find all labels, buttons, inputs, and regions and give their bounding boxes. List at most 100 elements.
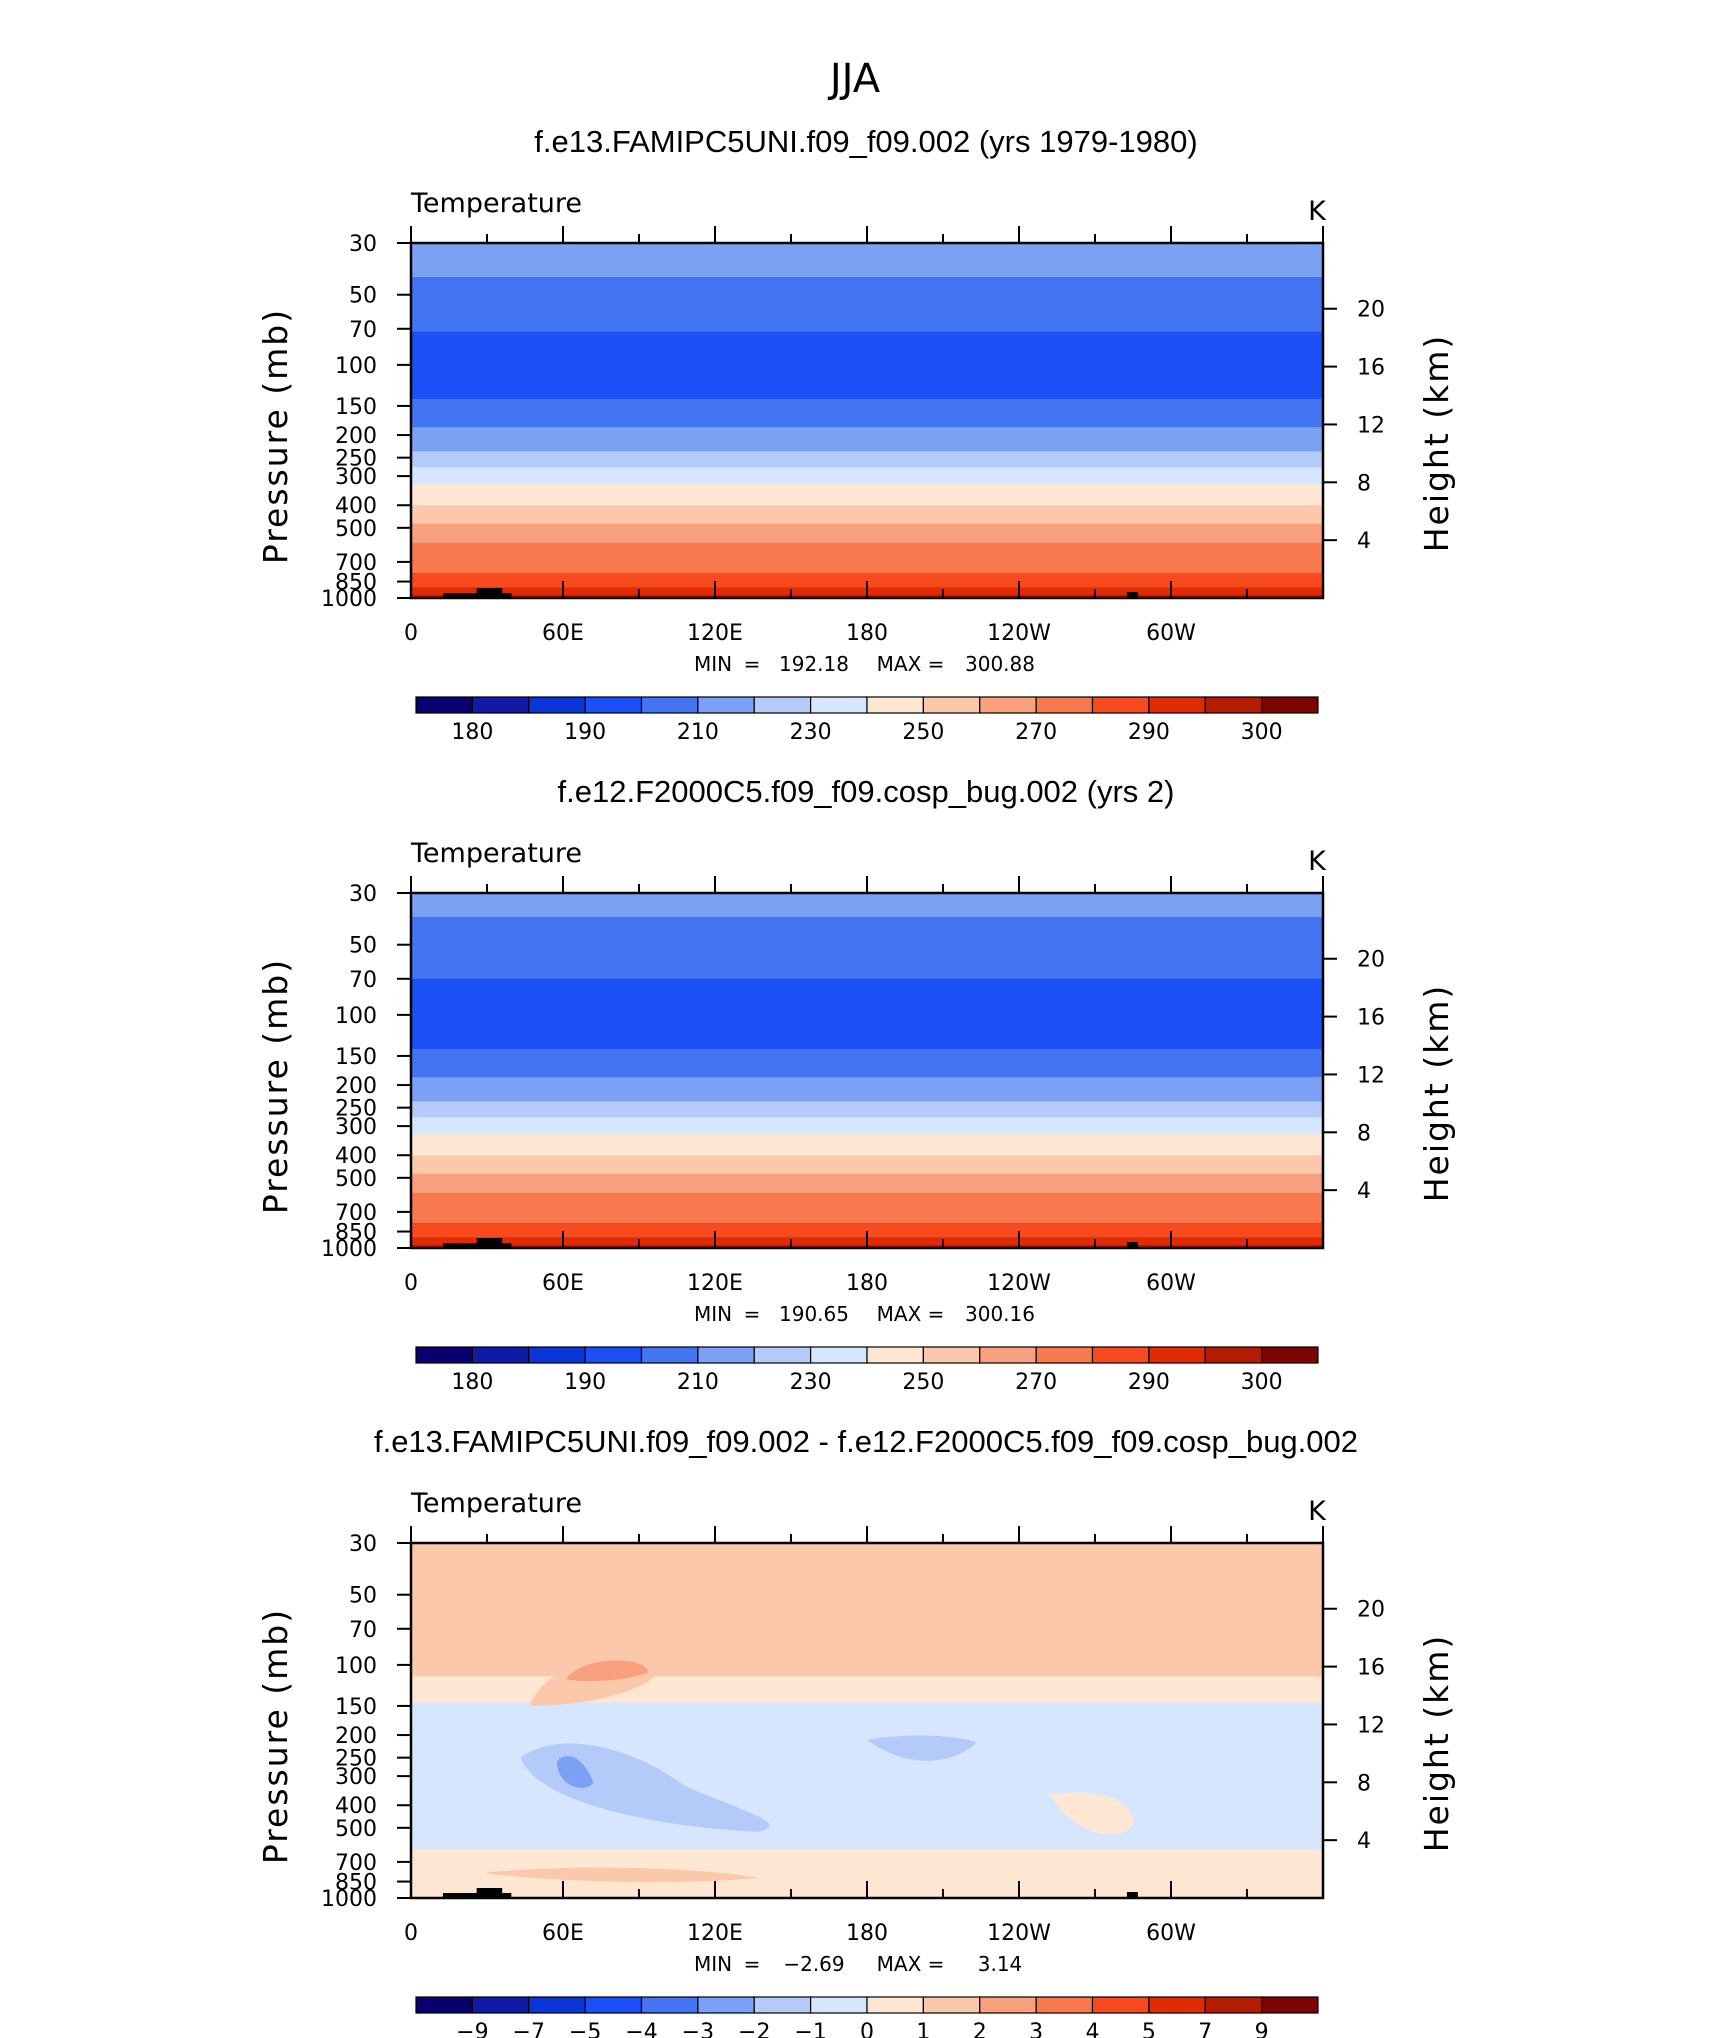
y2-tick-label: 12 [1357,413,1385,438]
colorbar-swatch [1148,1996,1206,2014]
contour-band [411,1155,1323,1175]
contour-band [411,1101,1323,1118]
y-axis-label: Pressure (mb) [256,308,295,564]
y-tick-label: 400 [335,1144,377,1169]
topography-mark [1126,1242,1138,1248]
x-tick-label: 60E [542,1271,584,1296]
y-tick-label: 1000 [321,587,377,612]
colorbar-swatch [866,1346,924,1364]
colorbar-swatch [1261,1996,1319,2014]
contour-band [411,398,1323,428]
colorbar-swatch [528,696,586,714]
stat-equals: = [928,1302,945,1326]
stat-max-label: MAX [877,652,922,676]
topography [442,1238,1138,1248]
colorbar-swatch [866,1996,924,2014]
contour-band [411,978,1323,1050]
colorbar-label: −3 [682,2020,714,2038]
contour-band [411,484,1323,506]
y-axis-label: Pressure (mb) [256,958,295,1214]
y2-tick-label: 4 [1357,1829,1371,1854]
colorbar-swatch [584,696,643,714]
y2-tick-label: 12 [1357,1063,1385,1088]
colorbar-swatch [979,1996,1037,2014]
colorbar-label: −4 [625,2020,657,2038]
units-label: K [1308,196,1327,227]
stats: MIN = −2.69 MAX = 3.14 [694,1952,1022,1976]
colorbar-swatch [1261,696,1319,714]
colorbar-label: 270 [1015,720,1057,745]
y2-tick-label: 8 [1357,1121,1371,1146]
x-tick-label: 120E [687,621,743,646]
colorbar-swatch [1148,696,1206,714]
y-tick-label: 70 [349,1618,377,1643]
colorbar-label: 4 [1086,2020,1100,2038]
contour-band [411,916,1323,980]
colorbar-swatch [1091,696,1150,714]
contour-fill [411,243,1323,598]
colorbar-label: 190 [564,1370,606,1395]
y2-axis: 20 16 12 8 4 Height (km) [1323,298,1456,554]
x-axis: 0 60E 120E 180 120W 60W [404,1526,1324,1946]
colorbar-label: 290 [1128,720,1170,745]
colorbar-swatch [1035,1346,1094,1364]
colorbar-swatch [471,696,530,714]
y-tick-label: 500 [335,1817,377,1842]
colorbar-label: 270 [1015,1370,1057,1395]
stat-min-value: 192.18 [779,652,849,676]
stat-max-label: MAX [877,1952,922,1976]
colorbar-label: −1 [794,2020,826,2038]
colorbar-swatch [979,1346,1037,1364]
stat-min-label: MIN [694,1952,732,1976]
colorbar-label: 0 [860,2020,874,2038]
stat-max-label: MAX [877,1302,922,1326]
panel-title: f.e13.FAMIPC5UNI.f09_f09.002 (yrs 1979-1… [534,124,1197,159]
y-tick-label: 250 [335,1097,377,1122]
contour-band [411,427,1323,452]
topography [442,1888,1138,1898]
y2-tick-label: 20 [1357,948,1385,973]
y-tick-label: 100 [335,1004,377,1029]
y-tick-label: 50 [349,1584,377,1609]
variable-label: Temperature [410,838,582,869]
contour-band [411,243,1323,278]
y2-tick-label: 4 [1357,1179,1371,1204]
y-tick-label: 30 [349,232,377,257]
contour-fill [411,1543,1323,1898]
contour-band [411,277,1323,333]
colorbar-label: 5 [1142,2020,1156,2038]
colorbar-swatch [697,1346,755,1364]
panel-2: f.e12.F2000C5.f09_f09.cosp_bug.002 (yrs … [256,774,1456,1395]
y-tick-label: 50 [349,934,377,959]
contour-band [411,1222,1323,1238]
units-label: K [1308,1496,1327,1527]
colorbar-swatch [1148,1346,1206,1364]
topography-mark [1126,592,1138,598]
colorbar-label: 290 [1128,1370,1170,1395]
colorbar-swatch [810,1996,868,2014]
panel-3: f.e13.FAMIPC5UNI.f09_f09.002 - f.e12.F20… [256,1424,1456,2038]
y-tick-label: 1000 [321,1237,377,1262]
stats: MIN = 190.65 MAX = 300.16 [694,1302,1035,1326]
contour-band [411,331,1323,400]
y-tick-label: 400 [335,494,377,519]
contour-band [411,451,1323,468]
x-tick-label: 120W [987,621,1051,646]
contour-band [411,505,1323,525]
y2-tick-label: 16 [1357,1006,1385,1031]
x-tick-label: 0 [404,1921,418,1946]
main-title: JJA [827,56,881,102]
colorbar-swatch [415,1346,473,1364]
y-tick-label: 200 [335,1074,377,1099]
topography [442,588,1138,598]
colorbar-swatch [810,1346,868,1364]
y-tick-label: 850 [335,1871,377,1896]
colorbar-swatch [415,1996,473,2014]
x-tick-label: 60W [1146,621,1196,646]
x-axis: 0 60E 120E 180 120W 60W [404,226,1324,646]
x-tick-label: 120W [987,1921,1051,1946]
x-tick-label: 120E [687,1271,743,1296]
colorbar-label: 9 [1255,2020,1269,2038]
